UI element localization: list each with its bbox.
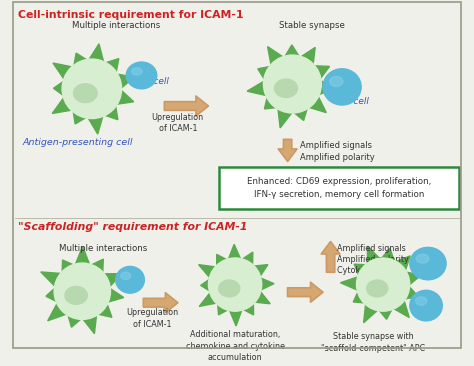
Text: Cell-intrinsic requirement for ICAM-1: Cell-intrinsic requirement for ICAM-1 — [18, 10, 244, 19]
Circle shape — [62, 59, 122, 119]
Ellipse shape — [126, 62, 157, 89]
Text: Amplified signals
Amplified polarity: Amplified signals Amplified polarity — [300, 141, 375, 162]
Text: T cell: T cell — [345, 97, 369, 106]
Ellipse shape — [219, 280, 240, 297]
Text: Stable synapse with
"scaffold-competent" APC: Stable synapse with "scaffold-competent"… — [321, 332, 426, 353]
Circle shape — [264, 55, 321, 113]
Ellipse shape — [416, 297, 427, 305]
Polygon shape — [340, 246, 421, 323]
Circle shape — [209, 258, 262, 311]
FancyBboxPatch shape — [219, 167, 459, 209]
Circle shape — [54, 263, 110, 320]
Ellipse shape — [410, 290, 442, 321]
Text: Amplified signals
Amplified polarity
Cytokine sharing: Amplified signals Amplified polarity Cyt… — [337, 243, 409, 275]
Ellipse shape — [116, 266, 145, 293]
Text: T cell: T cell — [146, 76, 169, 86]
Ellipse shape — [416, 254, 429, 263]
Text: Upregulation
of ICAM-1: Upregulation of ICAM-1 — [126, 309, 178, 329]
Text: Enhanced: CD69 expression, proliferation,
IFN-γ secretion, memory cell formation: Enhanced: CD69 expression, proliferation… — [247, 178, 431, 199]
Polygon shape — [41, 246, 124, 334]
Polygon shape — [52, 44, 134, 134]
Polygon shape — [247, 45, 333, 128]
Text: Upregulation
of ICAM-1: Upregulation of ICAM-1 — [152, 113, 204, 134]
Ellipse shape — [323, 69, 361, 105]
Circle shape — [356, 258, 410, 311]
Ellipse shape — [65, 287, 87, 304]
Ellipse shape — [329, 76, 343, 86]
Text: Multiple interactions: Multiple interactions — [59, 243, 147, 253]
Text: Additional maturation,
chemokine and cytokine
accumulation: Additional maturation, chemokine and cyt… — [186, 330, 284, 362]
Ellipse shape — [73, 84, 97, 102]
Polygon shape — [199, 244, 274, 326]
Text: Stable synapse: Stable synapse — [279, 21, 345, 30]
Text: Multiple interactions: Multiple interactions — [72, 21, 160, 30]
Ellipse shape — [132, 68, 142, 75]
Ellipse shape — [274, 79, 298, 97]
Ellipse shape — [367, 280, 388, 297]
Ellipse shape — [410, 247, 446, 280]
Ellipse shape — [121, 272, 131, 280]
Text: Antigen-presenting cell: Antigen-presenting cell — [22, 138, 133, 147]
Text: "Scaffolding" requirement for ICAM-1: "Scaffolding" requirement for ICAM-1 — [18, 223, 248, 232]
